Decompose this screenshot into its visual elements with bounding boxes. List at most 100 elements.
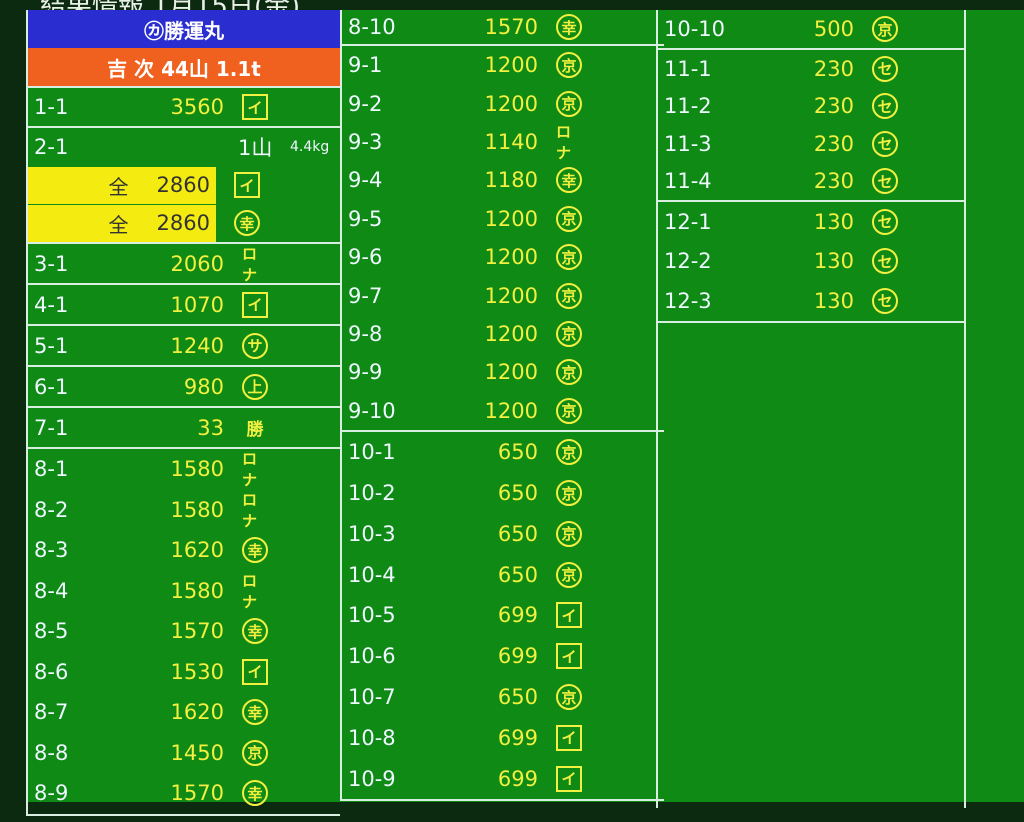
- lot-row[interactable]: 5-1 1240 サ: [28, 326, 340, 365]
- lot-row[interactable]: 9-5 1200 京: [342, 200, 664, 238]
- kou-circle-icon: 幸: [556, 14, 582, 40]
- i-box-icon: イ: [556, 602, 582, 629]
- lot-row[interactable]: 11-3 230 セ: [658, 125, 964, 163]
- winning-price: 1200: [484, 398, 538, 423]
- lot-weight: 4.4kg: [290, 139, 330, 155]
- lot-number: 8-6: [34, 659, 69, 684]
- lot-row[interactable]: 9-7 1200 京: [342, 276, 664, 314]
- bid-price: 2860: [156, 211, 210, 235]
- lot-row[interactable]: 2-1 1山 4.4kg: [28, 128, 340, 166]
- lot-row[interactable]: 8-4 1580 ロナ: [28, 571, 340, 612]
- lot-row[interactable]: 11-2 230 セ: [658, 88, 964, 126]
- lot-row[interactable]: 9-8 1200 京: [342, 315, 664, 353]
- lot-number: 12-1: [664, 209, 712, 234]
- lot-row[interactable]: 10-3 650 京: [342, 514, 664, 555]
- winning-price: 1570: [170, 619, 224, 644]
- lot-row[interactable]: 6-1 980 上: [28, 367, 340, 406]
- grade-label: 全: [108, 174, 129, 199]
- lot-row[interactable]: 12-1 130 セ: [658, 202, 964, 242]
- lot-number: 11-1: [664, 56, 712, 81]
- lot-group: 10-10 500 京: [658, 10, 964, 50]
- lot-row[interactable]: 9-4 1180 幸: [342, 161, 664, 199]
- kyo-circle-icon: 京: [556, 52, 582, 79]
- lot-number: 10-5: [348, 603, 396, 628]
- lot-row[interactable]: 8-5 1570 幸: [28, 611, 340, 652]
- winning-price: 1200: [484, 53, 538, 78]
- lot-row[interactable]: 10-5 699 イ: [342, 595, 664, 636]
- lot-row[interactable]: 8-3 1620 幸: [28, 530, 340, 571]
- lot-row[interactable]: 9-6 1200 京: [342, 238, 664, 276]
- se-circle-icon: セ: [872, 130, 898, 157]
- winning-price: 1070: [170, 292, 224, 317]
- winning-price: 130: [813, 249, 854, 274]
- kyo-circle-icon: 京: [556, 439, 582, 466]
- lot-row[interactable]: 8-7 1620 幸: [28, 692, 340, 733]
- lot-row[interactable]: 9-9 1200 京: [342, 353, 664, 391]
- lot-row[interactable]: 10-2 650 京: [342, 473, 664, 514]
- highlighted-bid: 全 2860: [28, 166, 216, 204]
- lot-number: 9-9: [348, 360, 383, 385]
- lot-row[interactable]: 12-3 130 セ: [658, 281, 964, 321]
- lot-row[interactable]: 9-1 1200 京: [342, 46, 664, 84]
- winning-price: 1200: [484, 245, 538, 270]
- lot-row[interactable]: 11-4 230 セ: [658, 163, 964, 201]
- lot-row[interactable]: 8-10 1570 幸: [342, 10, 664, 44]
- lot-row[interactable]: 8-1 1580 ロナ: [28, 449, 340, 490]
- lot-row[interactable]: 8-9 1570 幸: [28, 773, 340, 814]
- lot-row[interactable]: 10-9 699 イ: [342, 758, 664, 799]
- lot-row[interactable]: 10-6 699 イ: [342, 636, 664, 677]
- katsu-roof-icon: 勝: [246, 420, 264, 440]
- lot-row[interactable]: 10-10 500 京: [658, 10, 964, 48]
- i-box-icon: イ: [234, 172, 260, 198]
- lot-row[interactable]: 9-3 1140 ロナ: [342, 123, 664, 162]
- lot-row[interactable]: 1-1 3560 イ: [28, 88, 340, 126]
- lot-group: 1-1 3560 イ: [28, 88, 340, 128]
- kou-circle-icon: 幸: [242, 780, 268, 807]
- winning-price: 500: [813, 17, 854, 41]
- lot-row[interactable]: 10-7 650 京: [342, 677, 664, 718]
- winning-price: 1570: [170, 781, 224, 806]
- lot-number: 8-2: [34, 497, 69, 522]
- se-circle-icon: セ: [872, 55, 898, 82]
- lot-group: 11-1 230 セ 11-2 230 セ 11-3 230 セ 11-4 230 セ: [658, 50, 964, 202]
- lot-row[interactable]: 10-8 699 イ: [342, 717, 664, 758]
- winning-price: 1200: [484, 321, 538, 346]
- lot-number: 9-10: [348, 398, 396, 423]
- lot-row[interactable]: 8-6 1530 イ: [28, 652, 340, 693]
- lot-number: 9-2: [348, 91, 383, 116]
- lot-row[interactable]: 11-1 230 セ: [658, 50, 964, 88]
- lot-row[interactable]: 7-1 33 勝: [28, 408, 340, 447]
- lot-row[interactable]: 12-2 130 セ: [658, 242, 964, 282]
- lot-row[interactable]: 8-8 1450 京: [28, 733, 340, 774]
- lot-number: 8-5: [34, 619, 69, 644]
- winning-price: 1580: [170, 578, 224, 603]
- winning-price: 1620: [170, 700, 224, 725]
- winning-price: 1200: [484, 360, 538, 385]
- lot-group: 10-1 650 京 10-2 650 京 10-3 650 京 10-4 650 京 10-5 699 イ…: [342, 432, 664, 802]
- maru-mark-icon: ロナ: [242, 450, 258, 490]
- bid-row[interactable]: 全 2860 幸: [28, 204, 340, 242]
- lot-count: 1山: [238, 136, 273, 160]
- lot-number: 10-3: [348, 521, 396, 546]
- se-circle-icon: セ: [872, 93, 898, 120]
- column-1: ㋕勝運丸 吉 次 44山 1.1t 1-1 3560 イ 2-1 1山 4.4kg 全 286…: [26, 10, 340, 816]
- empty-area: [658, 323, 964, 808]
- lot-row[interactable]: 9-2 1200 京: [342, 84, 664, 122]
- lot-number: 10-7: [348, 685, 396, 710]
- lot-row[interactable]: 10-4 650 京: [342, 554, 664, 595]
- winning-price: 699: [497, 644, 538, 669]
- grade-label: 全: [108, 212, 129, 237]
- maru-mark-icon: ロナ: [242, 571, 258, 611]
- lot-row[interactable]: 4-1 1070 イ: [28, 285, 340, 324]
- kyo-circle-icon: 京: [556, 205, 582, 232]
- lot-row[interactable]: 10-1 650 京: [342, 432, 664, 473]
- lot-row[interactable]: 8-2 1580 ロナ: [28, 490, 340, 531]
- lot-number: 4-1: [34, 292, 69, 317]
- lot-number: 1-1: [34, 95, 69, 119]
- lot-row[interactable]: 3-1 2060 ロナ: [28, 244, 340, 284]
- lot-row[interactable]: 9-10 1200 京: [342, 392, 664, 430]
- lot-number: 11-3: [664, 131, 712, 156]
- column-3: 10-10 500 京 11-1 230 セ 11-2 230 セ 11-3 230 セ 11-4 230…: [656, 10, 966, 808]
- i-box-icon: イ: [556, 765, 582, 792]
- bid-row[interactable]: 全 2860 イ: [28, 166, 340, 204]
